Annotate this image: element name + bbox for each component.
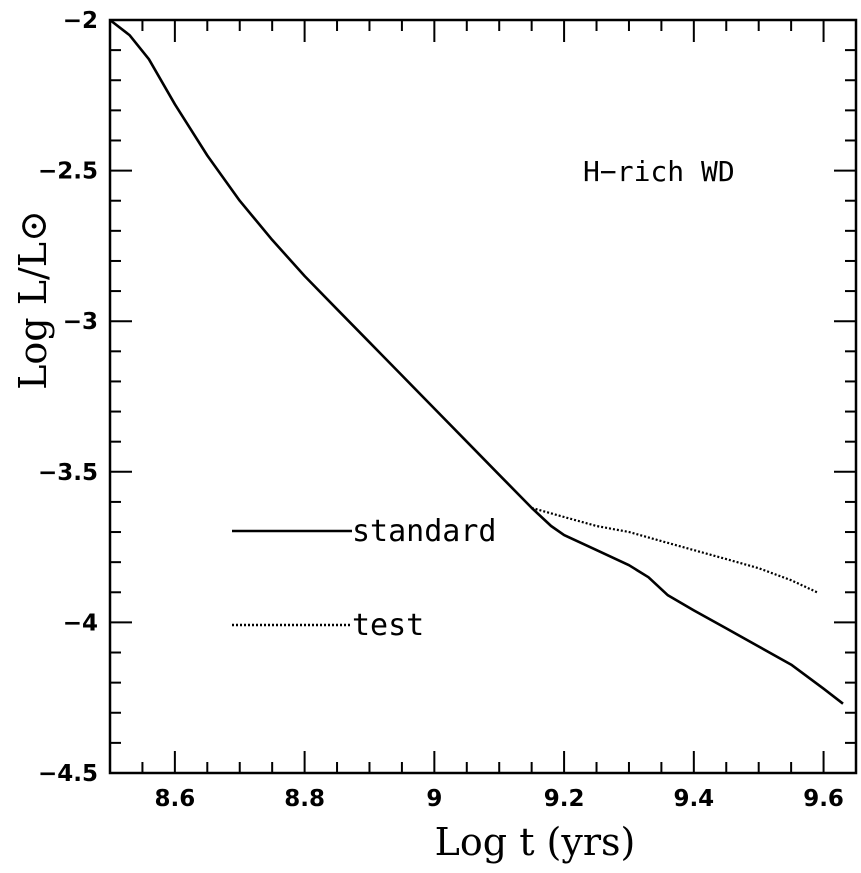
legend: standard test [232, 514, 497, 643]
y-tick-label: −4.5 [38, 761, 98, 787]
y-tick-label: −4 [63, 610, 98, 636]
y-tick-label: −2.5 [38, 159, 98, 185]
legend-label-standard: standard [352, 514, 497, 549]
x-tick-label: 9.6 [803, 786, 844, 812]
axis-ticks [109, 19, 857, 774]
annotation-label: H−rich WD [583, 155, 735, 188]
x-tick-label: 9.4 [673, 786, 714, 812]
y-tick-label: −3 [63, 309, 98, 335]
x-tick-label: 8.6 [154, 786, 195, 812]
x-tick-label: 9.2 [544, 786, 585, 812]
series-layer [109, 18, 844, 705]
tick-labels: 8.6 8.8 9 9.2 9.4 9.6 −2 −2.5 −3 −3.5 −4 −4.5 [38, 8, 844, 812]
plot-frame [108, 18, 858, 775]
y-tick-label: −3.5 [38, 460, 98, 486]
y-axis-title: Log L/L⊙ [11, 210, 55, 390]
y-tick-label: −2 [63, 8, 98, 34]
series-line-standard [109, 18, 844, 705]
series-line-test [531, 506, 818, 594]
x-tick-label: 9 [426, 786, 442, 812]
x-tick-label: 8.8 [284, 786, 325, 812]
x-axis-title: Log t (yrs) [435, 820, 636, 864]
legend-label-test: test [352, 608, 424, 643]
